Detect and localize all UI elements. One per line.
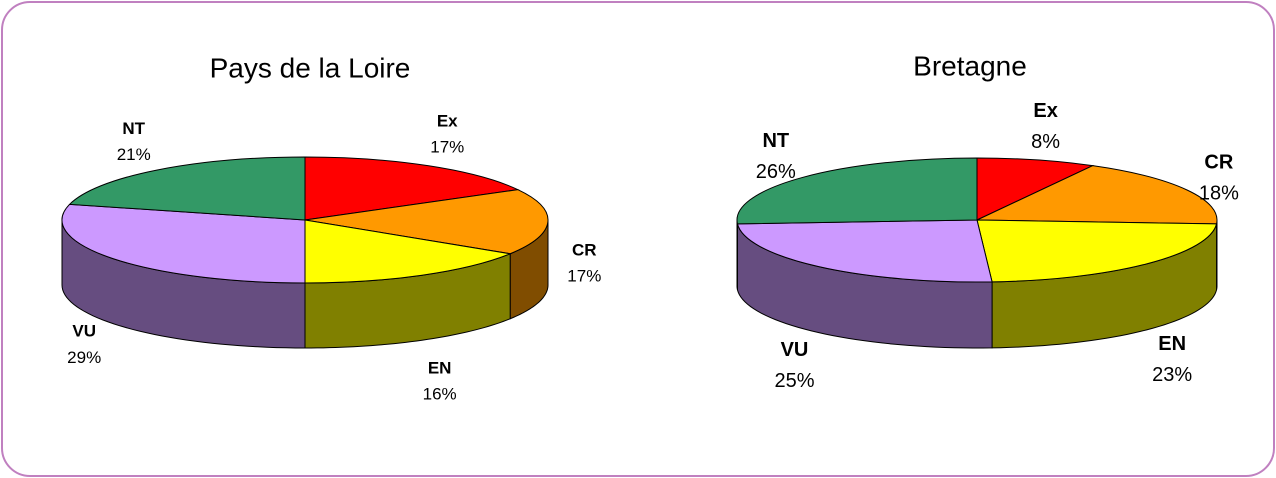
slice-name: VU	[72, 322, 96, 341]
slice-label: 17%	[430, 138, 464, 157]
pie-slice	[976, 219, 1218, 283]
pie-slice	[68, 156, 306, 221]
slice-name: Ex	[437, 111, 458, 130]
slice-name: CR	[1204, 152, 1233, 174]
slice-name: CR	[572, 240, 597, 259]
slice-label: 17%	[567, 267, 601, 286]
slice-label: 29%	[67, 348, 101, 367]
pie-slice	[304, 219, 513, 284]
pie-slice	[736, 157, 978, 225]
slice-name: NT	[122, 119, 145, 138]
slice-name: Ex	[1033, 100, 1057, 122]
pie-slice	[976, 165, 1218, 225]
slice-label: 16%	[423, 385, 457, 404]
slice-label: 23%	[1152, 364, 1192, 386]
slice-label: 18%	[1199, 183, 1239, 205]
pie-slice	[976, 157, 1095, 221]
slice-name: EN	[428, 358, 452, 377]
chart-title: Bretagne	[913, 50, 1027, 81]
pie-slice	[304, 189, 549, 255]
pie-slice	[304, 156, 520, 221]
slice-name: NT	[762, 130, 789, 152]
pie-slice	[736, 219, 993, 283]
slice-name: EN	[1158, 333, 1186, 355]
slice-label: 8%	[1031, 131, 1060, 153]
slice-label: 25%	[774, 370, 814, 392]
pie-slice	[61, 203, 306, 284]
slice-label: 21%	[117, 145, 151, 164]
slice-name: VU	[781, 339, 809, 361]
chart-title: Pays de la Loire	[210, 52, 411, 83]
slice-label: 26%	[756, 161, 796, 183]
